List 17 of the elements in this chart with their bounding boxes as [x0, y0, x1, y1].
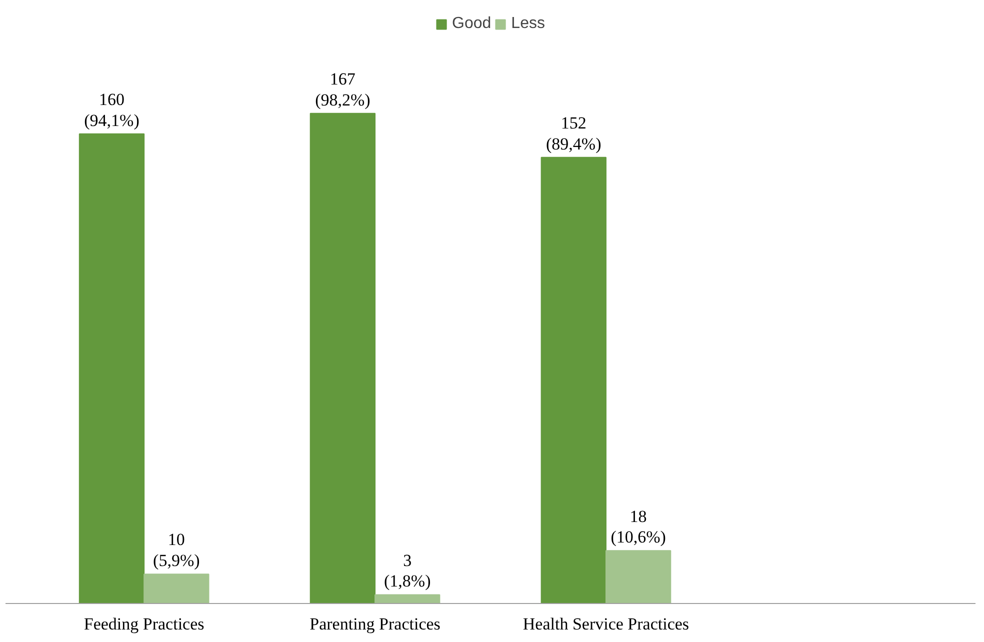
data-label: 3 (1,8%)	[384, 550, 431, 591]
data-label: 18 (10,6%)	[610, 506, 666, 547]
bar	[540, 156, 606, 604]
bar	[78, 133, 145, 604]
x-tick-label: Feeding Practices	[84, 614, 204, 634]
data-label: 167 (98,2%)	[315, 69, 370, 110]
bar	[605, 550, 672, 604]
data-label: 152 (89,4%)	[546, 113, 602, 154]
data-label: 10 (5,9%)	[153, 530, 200, 570]
bar	[374, 594, 440, 604]
x-tick-label: Parenting Practices	[310, 614, 440, 634]
bar	[310, 112, 376, 604]
legend-label: Good	[452, 15, 492, 33]
bar	[144, 574, 210, 604]
data-label: 160 (94,1%)	[84, 90, 140, 130]
legend-label: Less	[511, 15, 545, 33]
x-tick-label: Health Service Practices	[522, 614, 690, 634]
